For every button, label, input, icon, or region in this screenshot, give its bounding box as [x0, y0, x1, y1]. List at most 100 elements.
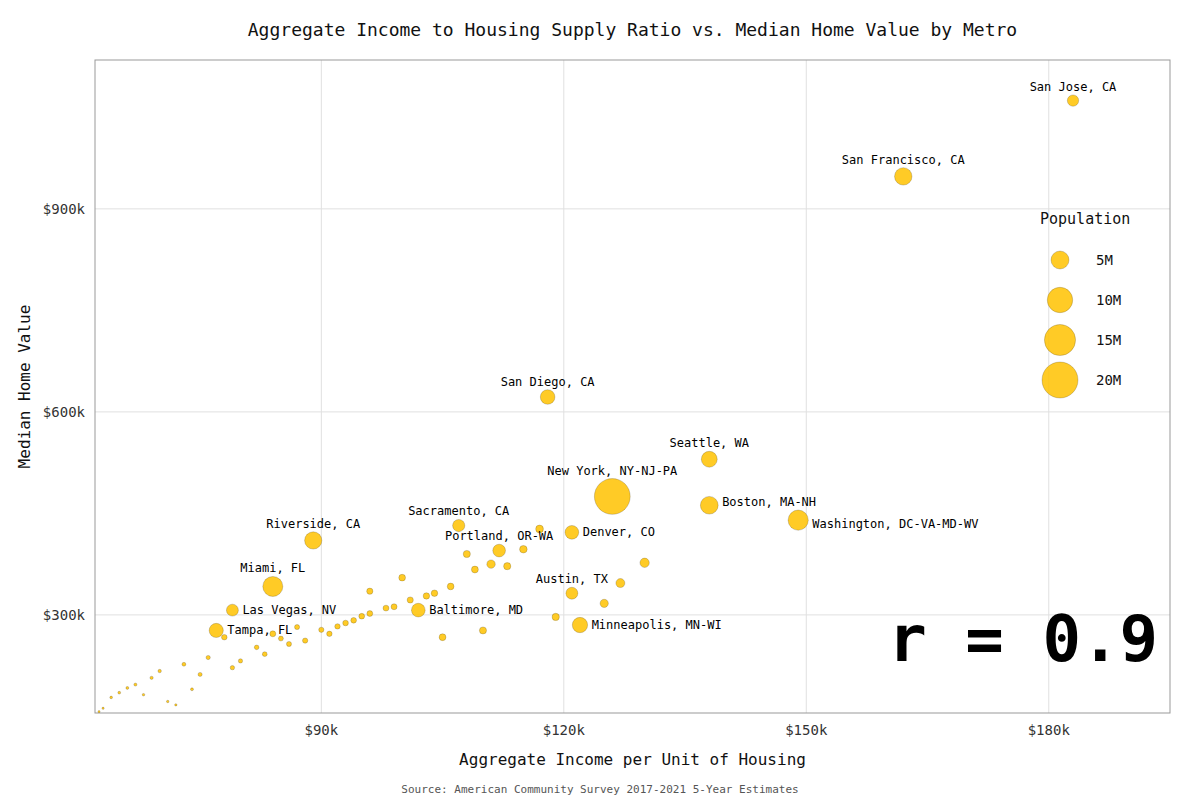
bubble — [126, 687, 129, 690]
point-label: San Diego, CA — [501, 375, 596, 389]
bubble — [182, 662, 186, 666]
bubble — [572, 617, 587, 632]
bubble — [295, 625, 300, 630]
point-label: San Francisco, CA — [842, 153, 966, 167]
bubble — [98, 711, 100, 713]
x-tick-label: $180k — [1028, 722, 1071, 738]
point-label: Riverside, CA — [266, 517, 361, 531]
title: Aggregate Income to Housing Supply Ratio… — [248, 19, 1017, 40]
bubble — [479, 627, 486, 634]
bubble — [110, 696, 113, 699]
legend-label: 20M — [1096, 372, 1121, 388]
bubble — [487, 560, 495, 568]
bubble — [407, 597, 413, 603]
bubble — [102, 707, 104, 709]
background — [0, 0, 1200, 803]
bubble — [463, 550, 470, 557]
bubble — [391, 604, 397, 610]
point-label: New York, NY-NJ-PA — [547, 464, 678, 478]
annotation: r = 0.9 — [888, 602, 1158, 676]
bubble — [351, 617, 357, 623]
bubble — [540, 390, 555, 405]
bubble — [198, 672, 202, 676]
point-label: Minneapolis, MN-WI — [592, 618, 722, 632]
bubble — [175, 704, 177, 706]
bubble — [399, 574, 406, 581]
bubble — [305, 532, 322, 549]
point-label: Las Vegas, NV — [242, 603, 336, 617]
y-tick-label: $900k — [43, 201, 86, 217]
bubble — [565, 525, 579, 539]
page: {"chart_data": { "type": "scatter", "tit… — [0, 0, 1200, 803]
bubble — [367, 588, 373, 594]
bubble — [701, 451, 717, 467]
y-tick-label: $600k — [43, 404, 86, 420]
bubble — [319, 627, 324, 632]
bubble — [263, 576, 283, 596]
legend-label: 5M — [1096, 252, 1113, 268]
x-tick-label: $90k — [304, 722, 338, 738]
y-axis-label: Median Home Value — [15, 305, 34, 469]
x-tick-label: $120k — [543, 722, 586, 738]
bubble — [134, 683, 137, 686]
bubble — [142, 693, 145, 696]
bubble — [895, 168, 912, 185]
bubble — [520, 545, 528, 553]
bubble — [209, 623, 223, 637]
bubble — [167, 700, 169, 702]
bubble — [303, 638, 308, 643]
y-grid-line — [95, 411, 1170, 412]
chart: $90k $120k $150k $180k $300k $600k $900k San Jo… — [0, 0, 1200, 803]
point-label: Sacramento, CA — [408, 504, 510, 518]
point-label: San Jose, CA — [1030, 80, 1117, 94]
bubble — [286, 641, 291, 646]
bubble — [431, 590, 438, 597]
point-label: Portland, OR-WA — [445, 529, 554, 543]
bubble — [118, 691, 121, 694]
point-label: Austin, TX — [536, 572, 609, 586]
bubble — [788, 510, 808, 530]
point-label: Miami, FL — [240, 561, 305, 575]
bubble — [552, 613, 559, 620]
bubble — [158, 669, 161, 672]
bubble — [335, 624, 340, 629]
bubble — [238, 659, 242, 663]
legend-label: 10M — [1096, 292, 1121, 308]
bubble — [493, 544, 506, 557]
bubble — [423, 593, 429, 599]
point-label: Boston, MA-NH — [722, 495, 816, 509]
bubble — [254, 645, 259, 650]
bubble — [600, 599, 608, 607]
bubble — [222, 634, 228, 640]
bubble — [566, 587, 578, 599]
bubble — [230, 665, 234, 669]
point-label: Denver, CO — [583, 525, 655, 539]
point-label: Baltimore, MD — [429, 603, 523, 617]
plot-frame — [95, 60, 1170, 713]
point-labels: San Jose, CA San Francisco, CA San Diego, … — [227, 80, 1117, 638]
legend: Population 5M 10M 15M 20M — [1040, 210, 1130, 398]
bubble — [226, 604, 238, 616]
x-tick-label: $150k — [785, 722, 828, 738]
legend-bubble — [1047, 287, 1072, 312]
bubble — [206, 655, 210, 659]
bubble — [327, 631, 332, 636]
point-label: Seattle, WA — [670, 436, 750, 450]
bubble — [700, 496, 718, 514]
legend-label: 15M — [1096, 332, 1121, 348]
bubble — [439, 634, 446, 641]
grid — [95, 60, 1170, 713]
bubble — [411, 603, 425, 617]
point-label: Washington, DC-VA-MD-WV — [812, 517, 978, 531]
x-axis-label: Aggregate Income per Unit of Housing — [459, 750, 806, 769]
y-grid-line — [95, 208, 1170, 209]
bubble — [594, 479, 630, 515]
bubble — [383, 605, 389, 611]
bubble — [262, 652, 267, 657]
legend-title: Population — [1040, 210, 1130, 228]
bubble — [1067, 95, 1078, 106]
bubble — [191, 688, 194, 691]
point-label: Tampa, FL — [227, 623, 292, 637]
legend-bubble — [1044, 324, 1075, 355]
y-tick-label: $300k — [43, 607, 86, 623]
